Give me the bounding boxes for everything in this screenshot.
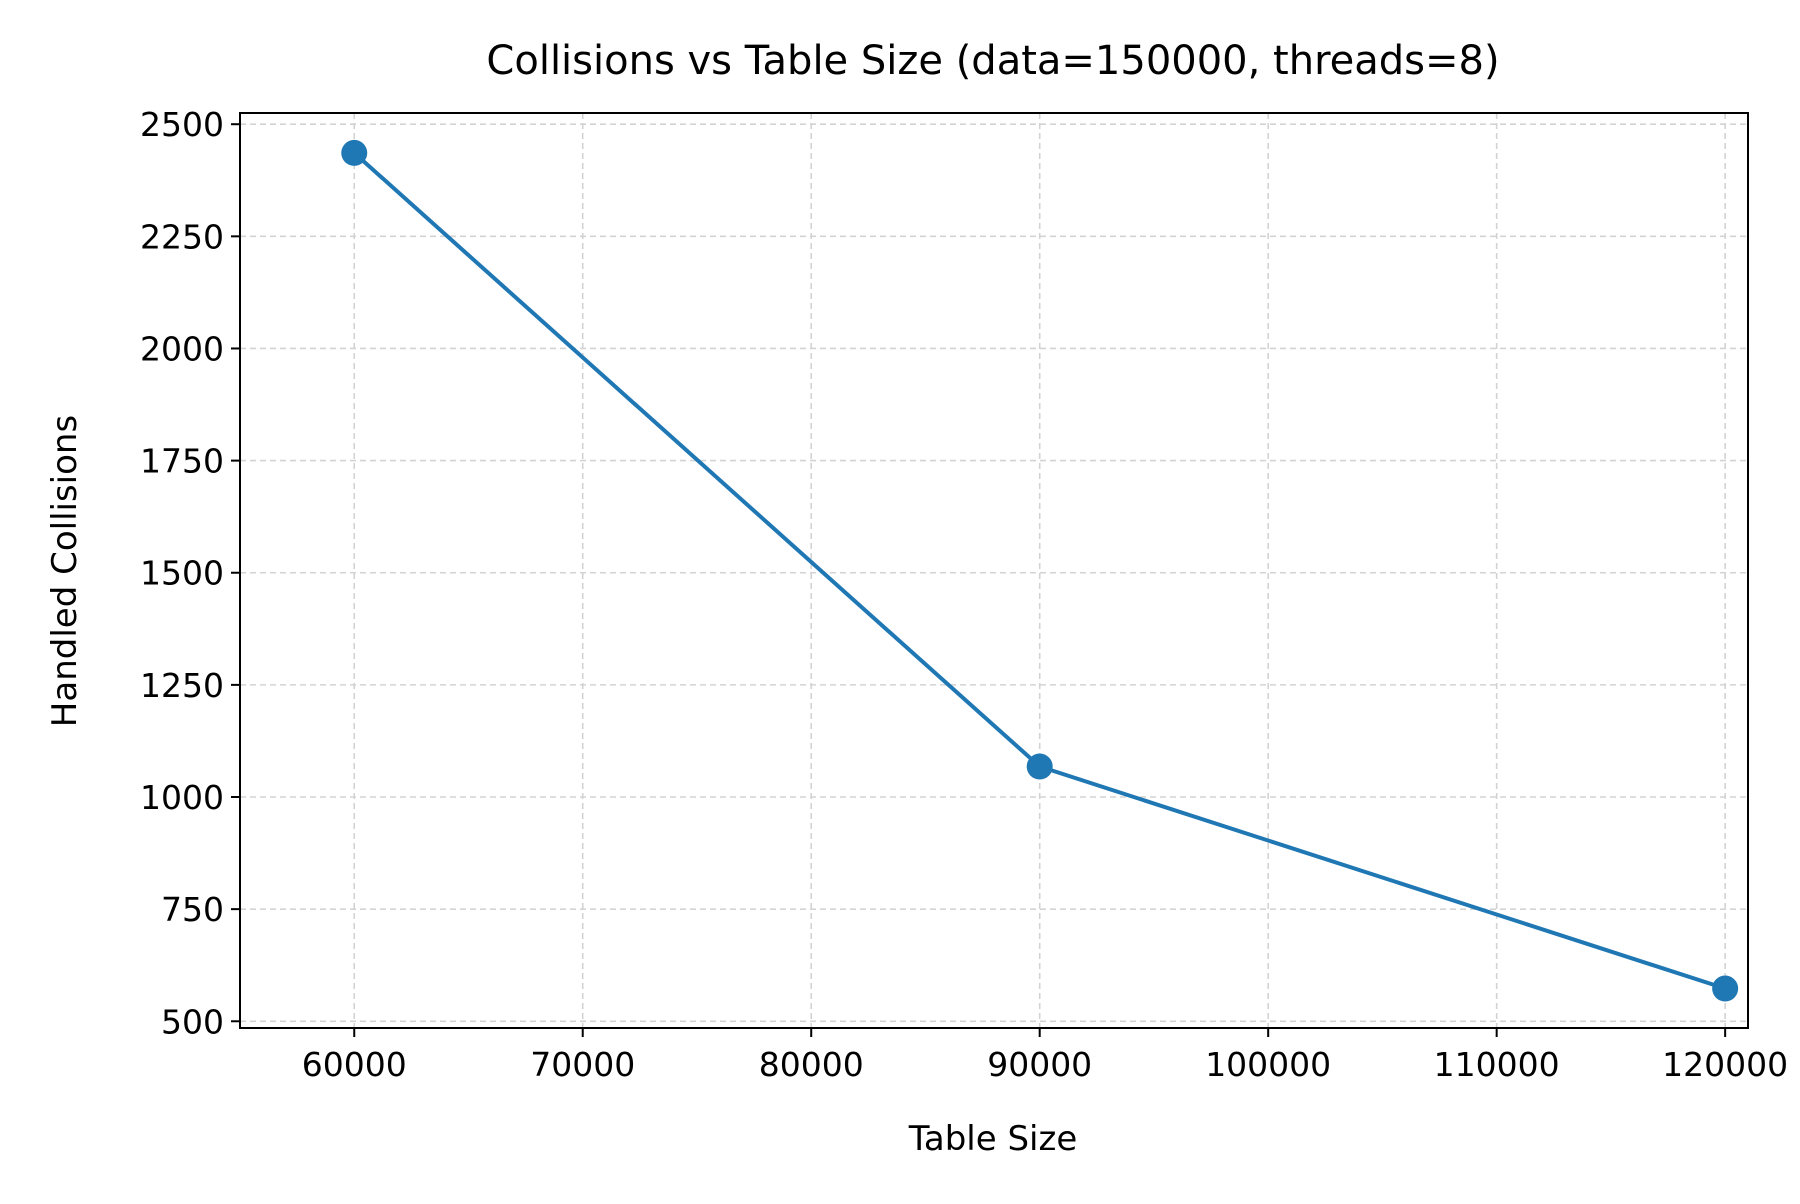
x-tick-label: 100000 (1205, 1045, 1331, 1084)
y-tick-label: 1500 (140, 554, 224, 593)
x-tick-label: 110000 (1434, 1045, 1560, 1084)
y-tick-label: 2500 (140, 105, 224, 144)
y-tick-label: 2000 (140, 329, 224, 368)
y-tick-label: 1000 (140, 778, 224, 817)
series-layer (341, 139, 1739, 1002)
grid (240, 113, 1748, 1028)
y-tick-label: 750 (161, 890, 224, 929)
x-tick-label: 120000 (1662, 1045, 1788, 1084)
data-point (341, 139, 368, 166)
ticks: 60000 70000 80000 90000 100000 110000 120000 50… (140, 105, 1788, 1084)
data-point (1712, 975, 1739, 1002)
y-axis-label: Handled Collisions (45, 415, 85, 727)
y-tick-label: 1750 (140, 442, 224, 481)
y-tick-label: 500 (161, 1002, 224, 1041)
chart-title: Collisions vs Table Size (data=150000, t… (486, 38, 1499, 84)
plot-frame (239, 112, 1749, 1029)
x-tick-label: 90000 (987, 1045, 1092, 1084)
x-tick-label: 70000 (530, 1045, 635, 1084)
x-tick-label: 60000 (302, 1045, 407, 1084)
x-axis-label: Table Size (908, 1119, 1078, 1159)
data-point (1026, 753, 1053, 780)
x-tick-label: 80000 (759, 1045, 864, 1084)
y-tick-label: 1250 (140, 666, 224, 705)
y-tick-label: 2250 (140, 217, 224, 256)
